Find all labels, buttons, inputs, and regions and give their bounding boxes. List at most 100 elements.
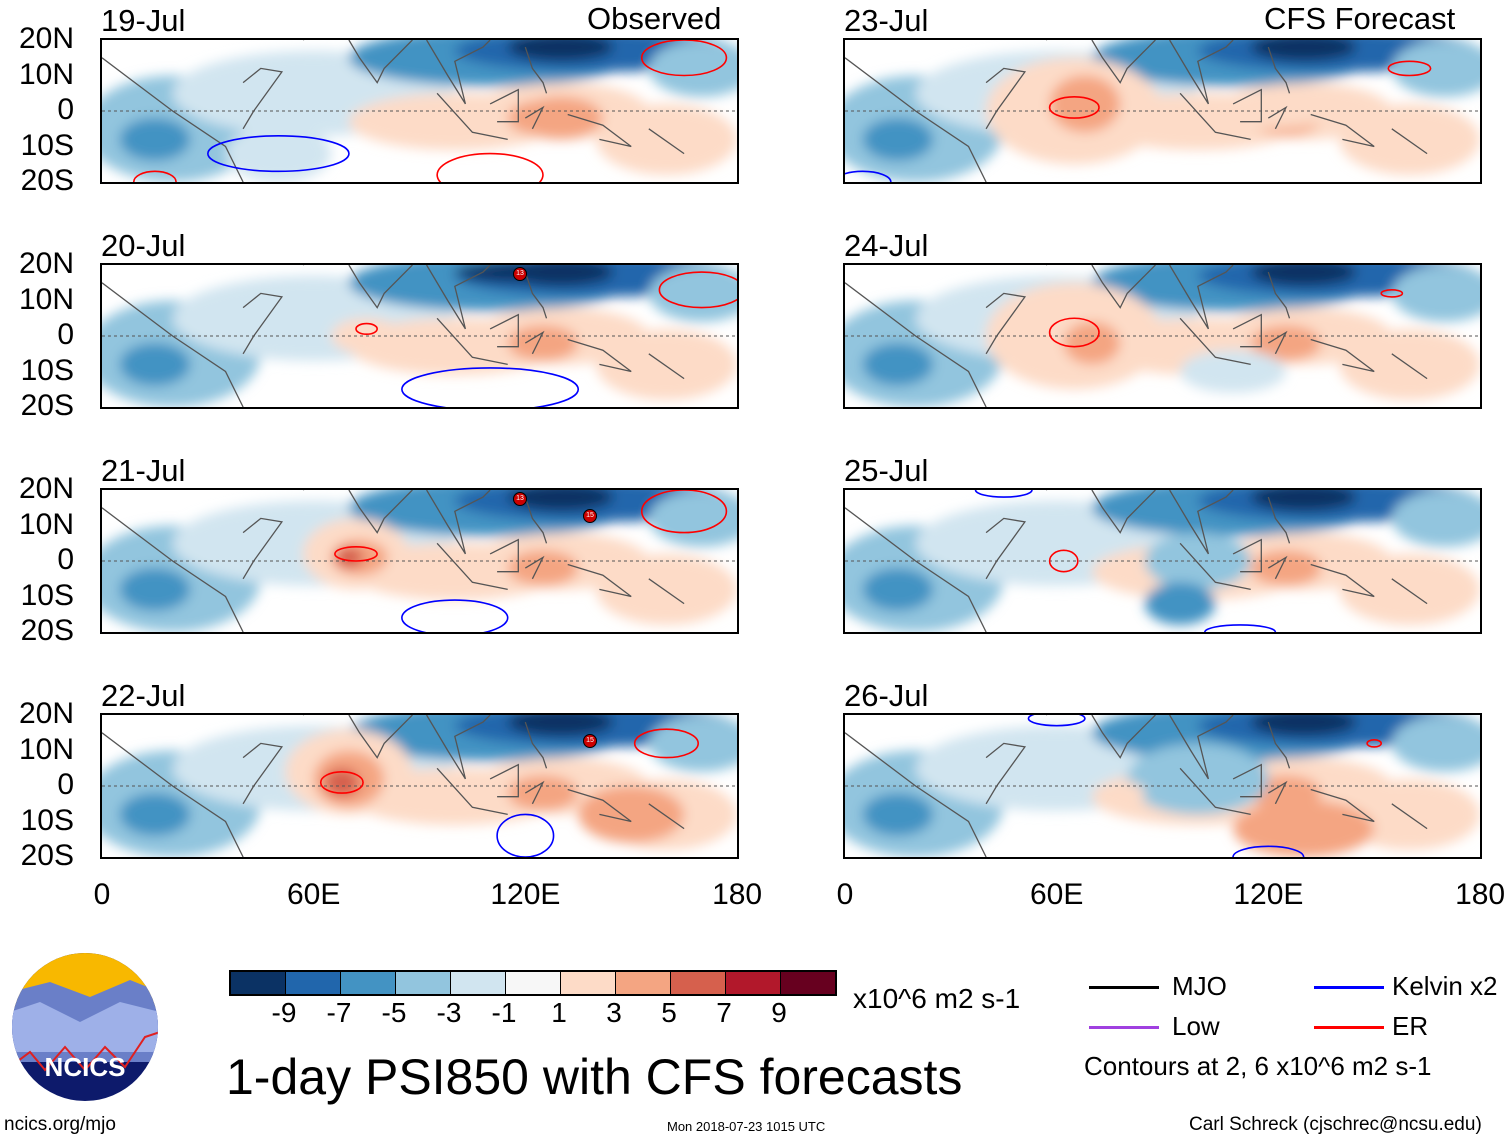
logo-text: NCICS xyxy=(45,1052,126,1082)
colorbar-swatch xyxy=(506,972,561,994)
storm-marker: 13 xyxy=(513,267,527,281)
colorbar-label: -1 xyxy=(491,997,517,1028)
colorbar-label: 3 xyxy=(606,997,622,1028)
map-panel xyxy=(843,488,1482,634)
er-contour xyxy=(633,728,699,759)
storm-marker: 15 xyxy=(583,734,597,748)
anomaly-region xyxy=(1049,75,1121,133)
colorbar-swatch xyxy=(286,972,341,994)
panel-date: 23-Jul xyxy=(844,3,929,38)
anomaly-region xyxy=(1391,490,1480,547)
anomaly-region xyxy=(1144,532,1251,590)
anomaly-region xyxy=(648,490,737,547)
storm-marker: 15 xyxy=(583,509,597,523)
colorbar-label: 7 xyxy=(716,997,732,1028)
colorbar-swatch xyxy=(616,972,671,994)
anomaly-region xyxy=(225,125,332,182)
anomaly-region xyxy=(119,118,191,161)
lat-label: 0 xyxy=(57,543,74,576)
anomaly-region xyxy=(119,343,191,386)
anomaly-region xyxy=(862,568,934,611)
anomaly-region xyxy=(1109,782,1145,804)
anomaly-region xyxy=(1391,265,1480,322)
kelvin-contour xyxy=(401,367,580,407)
kelvin-contour xyxy=(401,599,509,632)
lat-label: 20N xyxy=(18,472,74,505)
lat-label: 0 xyxy=(57,768,74,801)
panel-date: 25-Jul xyxy=(844,453,929,488)
coastline xyxy=(102,265,685,407)
kelvin-contour xyxy=(1232,845,1305,857)
er-contour xyxy=(355,322,378,336)
coastline xyxy=(102,715,685,857)
anomaly-region xyxy=(648,40,737,97)
er-contour xyxy=(640,40,728,77)
anomaly-region xyxy=(1197,93,1339,129)
colorbar-swatch xyxy=(341,972,396,994)
anomaly-region xyxy=(1391,715,1480,772)
lon-label: 0 xyxy=(836,878,854,911)
anomaly-region xyxy=(119,793,191,836)
anomaly-region xyxy=(507,490,614,512)
er-contour xyxy=(1366,739,1383,748)
kelvin-line xyxy=(1314,986,1384,989)
lat-label: 10N xyxy=(18,282,74,316)
anomaly-region xyxy=(1109,553,1145,583)
colorbar-swatch xyxy=(781,972,835,994)
colorbar-swatch xyxy=(671,972,726,994)
lat-label: 20N xyxy=(18,697,74,730)
er-contour xyxy=(132,170,177,182)
lon-label: 60E xyxy=(286,878,341,911)
panel-date: 24-Jul xyxy=(844,228,929,263)
map-panel xyxy=(100,713,739,859)
map-panel xyxy=(100,38,739,184)
anomaly-region xyxy=(1250,40,1357,62)
panel-date: 19-Jul xyxy=(101,3,186,38)
coastline xyxy=(845,265,1428,407)
lat-label: 10S xyxy=(20,353,74,387)
colorbar-swatch xyxy=(396,972,451,994)
lon-label: 120E xyxy=(1233,878,1304,911)
er-contour xyxy=(436,152,544,182)
ncics-logo: NCICS xyxy=(12,953,158,1101)
er-contour xyxy=(1380,289,1404,298)
anomaly-region xyxy=(1338,328,1480,400)
anomaly-region xyxy=(334,546,364,569)
er-contour xyxy=(1048,549,1079,573)
coastline xyxy=(102,490,685,632)
anomaly-region xyxy=(507,325,579,361)
footer-url[interactable]: ncics.org/mjo xyxy=(4,1114,116,1135)
storm-marker: 13 xyxy=(513,492,527,506)
anomaly-region xyxy=(1250,550,1322,586)
lon-label: 120E xyxy=(490,878,561,911)
anomaly-region xyxy=(595,328,737,400)
contour-note: Contours at 2, 6 x10^6 m2 s-1 xyxy=(1084,1051,1432,1081)
anomaly-region xyxy=(119,568,191,611)
anomaly-region xyxy=(518,96,603,140)
colorbar xyxy=(229,970,837,996)
colorbar-label: -3 xyxy=(436,997,462,1028)
kelvin-contour xyxy=(1027,715,1086,727)
colorbar-swatch xyxy=(451,972,506,994)
colorbar-label: 5 xyxy=(661,997,677,1028)
er-contour xyxy=(319,770,364,794)
anomaly-region xyxy=(1127,743,1269,815)
er-contour xyxy=(658,271,737,309)
colorbar-swatch xyxy=(561,972,616,994)
er-contour xyxy=(1387,60,1432,77)
anomaly-region xyxy=(648,265,737,322)
panel-date: 21-Jul xyxy=(101,453,186,488)
lon-label: 0 xyxy=(93,878,111,911)
lat-label: 20S xyxy=(20,389,74,422)
anomaly-region xyxy=(1250,490,1357,512)
kelvin-contour xyxy=(845,170,892,182)
colorbar-swatch xyxy=(231,972,286,994)
legend-kelvin: Kelvin x2 xyxy=(1392,971,1498,1001)
anomaly-region xyxy=(1338,778,1480,850)
anomaly-region xyxy=(507,40,614,62)
kelvin-contour xyxy=(1204,624,1277,632)
er-contour xyxy=(1048,95,1100,119)
lat-label: 10S xyxy=(20,128,74,162)
lat-label: 20S xyxy=(20,614,74,647)
legend-mjo: MJO xyxy=(1172,971,1227,1001)
